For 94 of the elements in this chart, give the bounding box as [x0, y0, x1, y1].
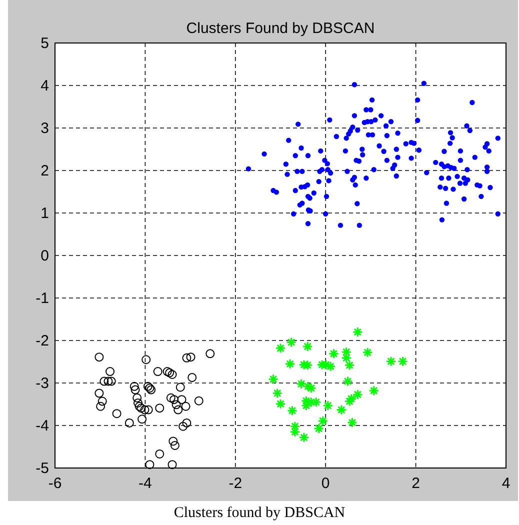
point	[142, 355, 151, 364]
point	[188, 372, 197, 382]
point	[144, 405, 153, 414]
text: Clusters found by DBSCAN	[174, 505, 346, 521]
point	[130, 382, 139, 391]
y-tick-label: -3	[36, 375, 49, 392]
point	[138, 414, 147, 424]
y-tick-label: 5	[40, 35, 49, 52]
point	[341, 346, 352, 358]
point	[314, 423, 324, 434]
point	[98, 396, 107, 406]
point	[206, 349, 215, 358]
point	[318, 416, 328, 426]
point	[272, 388, 283, 398]
point	[165, 368, 174, 378]
point	[166, 393, 176, 402]
point	[100, 376, 109, 386]
point	[182, 418, 192, 428]
point	[153, 367, 162, 376]
point	[397, 356, 408, 367]
point	[162, 367, 172, 376]
y-tick-label: 0	[40, 248, 49, 264]
point	[298, 432, 310, 443]
point	[336, 404, 347, 416]
point	[177, 395, 186, 404]
chart-title: Clusters Found by DBSCAN	[186, 20, 375, 37]
point	[302, 341, 313, 352]
point	[275, 342, 286, 354]
point	[284, 358, 296, 370]
point	[172, 400, 181, 410]
y-tick-label: -2	[36, 332, 49, 350]
point	[134, 402, 144, 411]
point	[170, 440, 180, 450]
point	[124, 418, 134, 428]
point	[174, 405, 183, 414]
point	[145, 460, 154, 470]
point	[368, 385, 380, 396]
point	[155, 404, 164, 413]
x-tick-label: 0	[321, 475, 330, 492]
y-tick-label: 2	[40, 162, 49, 180]
point	[290, 426, 300, 438]
point	[155, 449, 164, 458]
point	[176, 382, 185, 392]
point	[140, 405, 150, 414]
x-tick-label: -4	[138, 475, 152, 492]
point	[186, 352, 196, 362]
point	[325, 361, 336, 372]
point	[344, 396, 355, 407]
point	[352, 326, 363, 338]
point	[106, 367, 115, 376]
point	[94, 352, 104, 362]
point	[94, 388, 104, 398]
point	[136, 404, 146, 413]
point	[170, 395, 179, 404]
y-tick-label: 1	[40, 205, 49, 222]
y-tick-label: -5	[36, 460, 49, 477]
point	[344, 360, 355, 370]
x-tick-label: -2	[228, 475, 242, 492]
point	[168, 460, 177, 470]
x-tick-label: -6	[48, 475, 62, 492]
point	[133, 398, 142, 408]
point	[104, 376, 113, 386]
point	[286, 336, 297, 348]
y-tick-label: 4	[40, 78, 49, 94]
point	[132, 393, 142, 402]
x-tick-label: 4	[502, 475, 510, 492]
point	[130, 385, 140, 394]
point	[106, 376, 116, 386]
point	[342, 376, 353, 387]
point	[168, 370, 177, 379]
point	[386, 356, 396, 367]
point	[296, 378, 306, 390]
point	[286, 405, 298, 416]
point	[268, 374, 279, 384]
y-tick-label: 3	[40, 120, 49, 137]
point	[275, 398, 286, 410]
point	[194, 396, 204, 406]
point	[341, 352, 352, 364]
y-tick-label: -1	[36, 290, 49, 307]
point	[302, 381, 314, 392]
point	[328, 348, 339, 359]
point	[112, 409, 122, 418]
point	[306, 382, 316, 394]
point	[322, 400, 334, 411]
point	[181, 402, 190, 411]
y-tick-label: -4	[36, 418, 49, 434]
point	[143, 382, 152, 391]
point	[182, 353, 192, 362]
point	[96, 402, 106, 411]
point	[346, 417, 358, 428]
point	[168, 436, 178, 446]
point	[178, 422, 188, 431]
point	[362, 347, 373, 358]
x-tick-label: 2	[412, 475, 420, 492]
